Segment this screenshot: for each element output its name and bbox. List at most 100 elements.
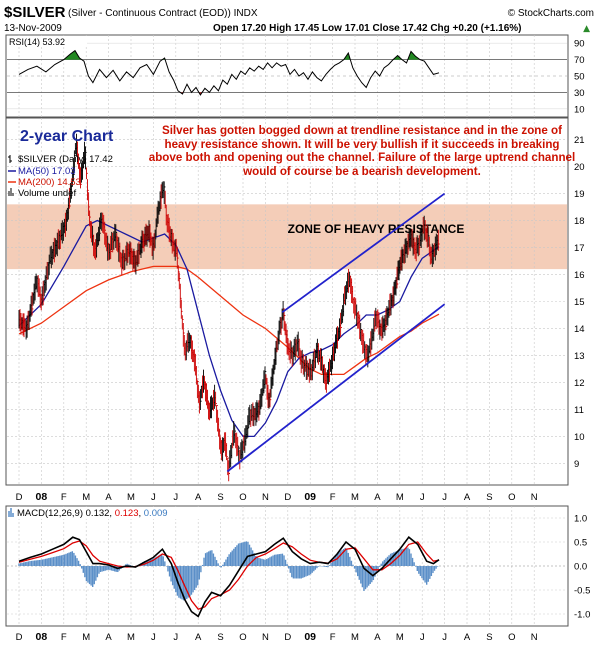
price-bar	[78, 153, 80, 169]
price-bar	[385, 308, 388, 331]
x-axis-month-label: 08	[36, 491, 48, 503]
x-axis-month-label: M	[396, 632, 404, 643]
price-bar	[278, 320, 281, 345]
x-axis-month-label: M	[351, 632, 359, 643]
price-bar	[87, 179, 89, 201]
price-bar	[340, 312, 342, 338]
price-bar	[215, 391, 217, 407]
up-arrow-icon: ▲	[583, 24, 590, 34]
svg-text:MACD(12,26,9) 0.132, 0.123, 0.: MACD(12,26,9) 0.132, 0.123, 0.009	[17, 508, 168, 519]
price-tick-label: 10	[574, 432, 585, 443]
volume-bars-icon	[8, 188, 14, 196]
price-tick-label: 18	[574, 216, 585, 227]
x-axis-month-label: F	[330, 492, 336, 503]
price-bar	[176, 246, 179, 269]
x-axis-month-label: A	[195, 632, 202, 643]
x-axis-month-label: O	[508, 632, 515, 643]
rsi-oversold-fill	[180, 92, 203, 95]
x-axis-month-label: 09	[304, 491, 316, 503]
x-axis-month-label: N	[262, 632, 269, 643]
price-bar	[179, 283, 182, 309]
x-axis-month-label: A	[374, 492, 381, 503]
price-bar	[89, 210, 91, 227]
ma200-line	[18, 265, 440, 376]
price-bar	[80, 167, 82, 189]
price-tick-label: 19	[574, 189, 585, 200]
price-tick-label: 9	[574, 459, 579, 470]
x-axis-month-label: A	[374, 632, 381, 643]
price-bar	[269, 389, 272, 408]
rsi-tick-label: 70	[574, 55, 585, 66]
x-axis-month-label: J	[173, 632, 178, 643]
price-bar	[70, 181, 73, 199]
price-bar	[286, 329, 289, 355]
price-bar	[178, 272, 181, 290]
price-tick-label: 20	[574, 162, 585, 173]
x-axis-month-label: M	[351, 492, 359, 503]
price-bar	[85, 146, 87, 170]
macd-value: 0.132	[86, 508, 110, 519]
macd-tick-label: 0.0	[574, 562, 587, 573]
price-bar	[154, 229, 157, 249]
x-axis-month-label: N	[531, 492, 538, 503]
price-bar	[181, 315, 184, 330]
price-tick-label: 11	[574, 405, 584, 416]
chart-symbol: $SILVER	[4, 4, 66, 21]
x-axis-month-label: J	[173, 492, 178, 503]
price-bar	[73, 150, 76, 172]
macd-label-bg	[7, 507, 222, 519]
macd-signal-line	[18, 540, 440, 610]
price-bar	[418, 235, 421, 256]
price-bar	[93, 234, 95, 257]
legend-ma200: MA(200) 14.53	[18, 177, 81, 188]
price-bar	[437, 229, 440, 251]
x-axis-month-label: J	[442, 632, 447, 643]
price-bar	[298, 338, 301, 358]
macd-tick-label: 0.5	[574, 538, 587, 549]
x-axis-month-label: O	[239, 492, 246, 503]
x-axis-month-label: M	[82, 492, 90, 503]
price-bar	[196, 380, 199, 399]
rsi-panel: RSI(14) 53.92 90 70 50 30 10	[5, 34, 585, 118]
price-tick-label: 13	[574, 351, 585, 362]
rsi-label: RSI(14) 53.92	[9, 37, 65, 47]
x-axis-month-label: O	[508, 492, 515, 503]
x-axis-month-label: S	[217, 632, 223, 643]
price-bar	[115, 224, 118, 248]
quote-line: Open 17.20 High 17.45 Low 17.01 Close 17…	[213, 23, 521, 34]
rsi-tick-label: 90	[574, 39, 585, 50]
price-bar	[427, 227, 430, 247]
channel-trendline	[226, 303, 446, 473]
price-bar	[360, 323, 362, 342]
x-axis-month-label: N	[531, 632, 538, 643]
price-bar	[182, 323, 185, 347]
price-bar	[216, 405, 218, 423]
x-axis-month-label: S	[217, 492, 223, 503]
chart-period-label: 2-year Chart	[20, 128, 114, 145]
x-axis-month-label: F	[330, 632, 336, 643]
price-bar	[110, 235, 112, 259]
x-axis-month-label: A	[195, 492, 202, 503]
price-tick-label: 21	[574, 135, 585, 146]
x-axis-month-label: A	[464, 492, 471, 503]
x-axis-month-label: D	[16, 492, 23, 503]
price-bar	[337, 326, 339, 349]
x-axis-labels-bottom: D 08 F M A M J J A S O N D 09 F M A M J J A S O N	[16, 631, 538, 643]
x-axis-month-label: J	[151, 632, 156, 643]
price-bar	[264, 366, 267, 389]
x-axis-month-label: D	[284, 632, 291, 643]
price-bar	[195, 366, 198, 385]
rsi-line	[18, 49, 440, 96]
price-panel: ZONE OF HEAVY RESISTANCE 2-year Chart Si…	[5, 117, 585, 486]
price-tick-label: 17	[574, 243, 585, 254]
x-axis-month-label: D	[16, 632, 23, 643]
price-bar	[226, 443, 228, 461]
price-bar	[163, 181, 166, 204]
rsi-tick-label: 10	[574, 104, 585, 115]
legend-ma50: MA(50) 17.03	[18, 166, 76, 177]
macd-line	[18, 536, 440, 618]
x-axis-month-label: A	[105, 492, 112, 503]
channel-trendline	[281, 192, 446, 314]
price-bar	[238, 445, 240, 465]
x-axis-month-label: O	[239, 632, 246, 643]
